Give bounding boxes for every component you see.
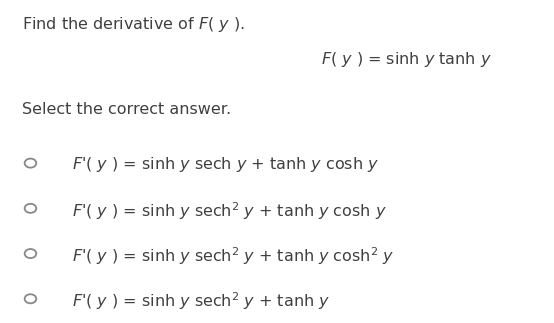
Text: Find the derivative of $\mathit{F}$( $\mathit{y}$ ).: Find the derivative of $\mathit{F}$( $\m… <box>22 15 245 34</box>
Text: $\mathit{F}$'( $\mathit{y}$ ) = sinh $\mathit{y}$ sech $\mathit{y}$ + tanh $\mat: $\mathit{F}$'( $\mathit{y}$ ) = sinh $\m… <box>72 155 379 174</box>
Text: $\mathit{F}$( $\mathit{y}$ ) = sinh $\mathit{y}$ tanh $\mathit{y}$: $\mathit{F}$( $\mathit{y}$ ) = sinh $\ma… <box>321 50 492 69</box>
Text: $\mathit{F}$'( $\mathit{y}$ ) = sinh $\mathit{y}$ sech$^2$ $\mathit{y}$ + tanh $: $\mathit{F}$'( $\mathit{y}$ ) = sinh $\m… <box>72 291 330 312</box>
Text: $\mathit{F}$'( $\mathit{y}$ ) = sinh $\mathit{y}$ sech$^2$ $\mathit{y}$ + tanh $: $\mathit{F}$'( $\mathit{y}$ ) = sinh $\m… <box>72 245 394 267</box>
Text: Select the correct answer.: Select the correct answer. <box>22 102 231 117</box>
Text: $\mathit{F}$'( $\mathit{y}$ ) = sinh $\mathit{y}$ sech$^2$ $\mathit{y}$ + tanh $: $\mathit{F}$'( $\mathit{y}$ ) = sinh $\m… <box>72 200 387 222</box>
